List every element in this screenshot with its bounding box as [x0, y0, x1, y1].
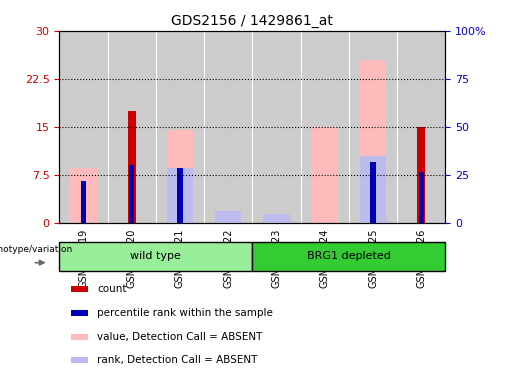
Text: rank, Detection Call = ABSENT: rank, Detection Call = ABSENT: [97, 355, 258, 365]
Bar: [417, 127, 425, 223]
Bar: [128, 111, 135, 223]
Text: genotype/variation: genotype/variation: [0, 245, 73, 255]
Bar: [360, 156, 386, 223]
Bar: [70, 168, 97, 223]
Bar: [312, 127, 338, 223]
Bar: [419, 172, 424, 223]
Text: BRG1 depleted: BRG1 depleted: [307, 251, 391, 262]
Bar: [81, 181, 86, 223]
Bar: [370, 162, 376, 223]
Text: percentile rank within the sample: percentile rank within the sample: [97, 308, 273, 318]
Bar: [71, 286, 88, 292]
Text: value, Detection Call = ABSENT: value, Detection Call = ABSENT: [97, 332, 263, 342]
Title: GDS2156 / 1429861_at: GDS2156 / 1429861_at: [171, 14, 333, 28]
Bar: [215, 211, 242, 223]
Text: count: count: [97, 285, 127, 295]
Bar: [167, 168, 193, 223]
Bar: [252, 242, 445, 271]
Bar: [263, 214, 290, 223]
Bar: [71, 310, 88, 316]
Text: wild type: wild type: [130, 251, 181, 262]
Bar: [360, 60, 386, 223]
Bar: [71, 358, 88, 363]
Bar: [71, 334, 88, 339]
Bar: [167, 130, 193, 223]
Bar: [59, 242, 252, 271]
Bar: [177, 168, 183, 223]
Bar: [129, 165, 134, 223]
